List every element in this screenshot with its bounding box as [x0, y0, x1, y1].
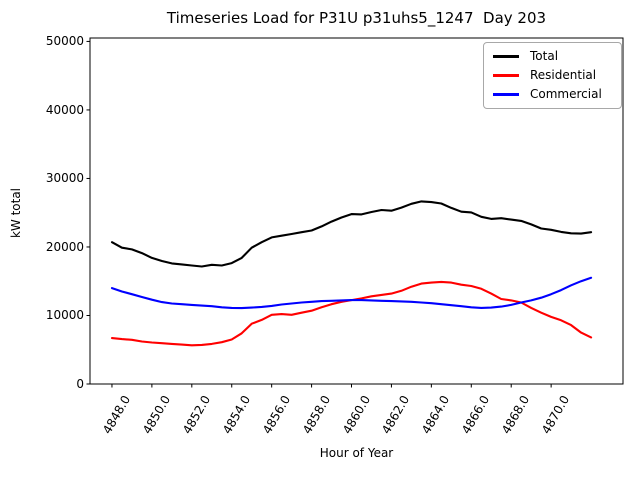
legend-line-total-icon: [493, 55, 519, 58]
y-tick-label: 50000: [45, 34, 84, 49]
y-tick-label: 10000: [45, 308, 84, 323]
y-tick-label: 20000: [45, 239, 84, 254]
legend-item-total: Total: [493, 49, 612, 64]
plot-border: [89, 37, 624, 385]
legend-label-residential: Residential: [530, 68, 597, 82]
y-tick-label: 0: [76, 377, 84, 391]
legend: Total Residential Commercial: [483, 42, 622, 109]
chart-title: Timeseries Load for P31U p31uhs5_1247 Da…: [166, 9, 547, 27]
legend-item-residential: Residential: [493, 68, 612, 83]
legend-line-residential-icon: [493, 74, 519, 77]
series-line-commercial: [110, 276, 593, 310]
legend-label-commercial: Commercial: [530, 87, 602, 101]
legend-label-total: Total: [530, 49, 559, 63]
x-axis-label: Hour of Year: [319, 446, 394, 460]
y-tick-label: 30000: [45, 171, 84, 186]
y-tick-label: 40000: [45, 102, 84, 117]
legend-line-commercial-icon: [493, 93, 519, 96]
series-line-residential: [110, 280, 593, 347]
legend-item-commercial: Commercial: [493, 87, 612, 102]
series-line-total: [110, 200, 593, 268]
